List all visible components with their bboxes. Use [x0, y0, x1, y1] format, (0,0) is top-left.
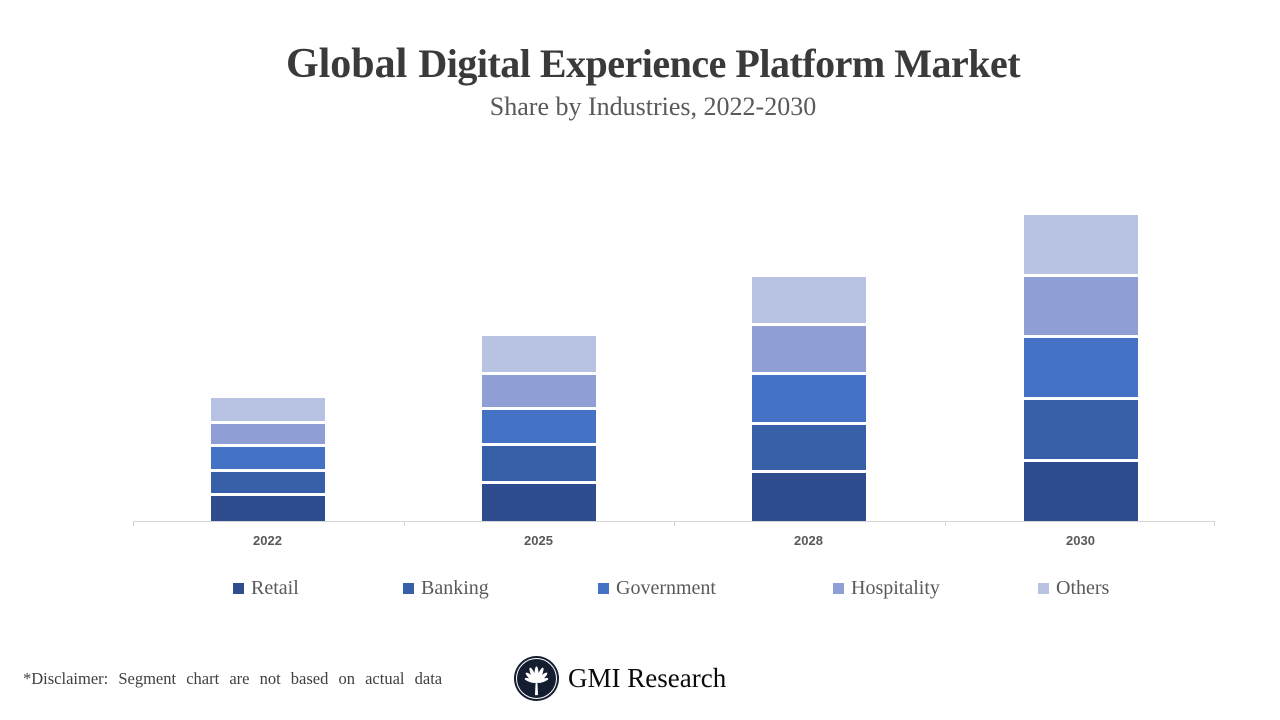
legend-label-banking: Banking: [421, 577, 489, 599]
segment-government-2022: [210, 447, 325, 469]
chart-header: Global Digital Experience Platform Market…: [13, 42, 1280, 122]
chart-legend: Retail Banking Government Hospitality Others: [0, 577, 1280, 603]
disclaimer-text: *Disclaimer: Segment chart are not based…: [23, 669, 443, 688]
segment-government-2028: [751, 375, 866, 422]
legend-item-banking: Banking: [403, 577, 489, 600]
segment-banking-2030: [1023, 400, 1138, 459]
title-prefix: Global: [285, 41, 408, 87]
page-subtitle: Share by Industries, 2022-2030: [489, 92, 817, 122]
page-title: Global Digital Experience Platform Market: [13, 42, 1280, 86]
legend-item-hospitality: Hospitality: [833, 577, 940, 600]
brand-name: GMI Research: [568, 663, 727, 693]
segment-retail-2030: [1023, 462, 1138, 521]
segment-others-2022: [210, 398, 325, 421]
legend-label-retail: Retail: [251, 577, 299, 599]
legend-swatch-retail: [233, 583, 244, 594]
bar-2030: [1023, 215, 1138, 521]
segment-hospitality-2025: [481, 375, 596, 407]
segment-hospitality-2028: [751, 326, 866, 372]
bar-2028: [751, 277, 866, 521]
segment-hospitality-2030: [1023, 277, 1138, 335]
x-axis-tick-3: [944, 521, 946, 526]
logo-ring: [516, 658, 557, 699]
category-label-2030: 2030: [1066, 533, 1095, 548]
legend-label-hospitality: Hospitality: [851, 577, 940, 599]
legend-swatch-banking: [403, 583, 414, 594]
legend-swatch-hospitality: [833, 583, 844, 594]
legend-label-government: Government: [616, 577, 716, 599]
segment-others-2025: [481, 336, 596, 372]
segment-banking-2028: [751, 425, 866, 470]
category-label-2022: 2022: [253, 533, 282, 548]
x-axis-tick-1: [403, 521, 405, 526]
segment-government-2030: [1023, 338, 1138, 397]
segment-retail-2028: [751, 473, 866, 521]
segment-hospitality-2022: [210, 424, 325, 444]
segment-banking-2025: [481, 446, 596, 481]
segment-banking-2022: [210, 472, 325, 493]
category-label-2028: 2028: [794, 533, 823, 548]
legend-item-others: Others: [1038, 577, 1109, 600]
category-label-2025: 2025: [524, 533, 553, 548]
segment-retail-2025: [481, 484, 596, 521]
segment-others-2028: [751, 277, 866, 323]
gmi-research-logo: [514, 656, 559, 701]
legend-item-government: Government: [598, 577, 716, 600]
x-axis-tick-2: [674, 521, 675, 526]
legend-swatch-others: [1038, 583, 1049, 594]
segment-others-2030: [1023, 215, 1138, 274]
title-rest: Digital Experience Platform Market: [418, 41, 1021, 86]
x-axis-tick-4: [1214, 521, 1215, 526]
segment-government-2025: [481, 410, 596, 443]
palm-fan-icon: [524, 666, 549, 696]
legend-label-others: Others: [1056, 577, 1110, 599]
legend-item-retail: Retail: [233, 577, 299, 600]
segment-retail-2022: [210, 496, 325, 521]
x-axis-tick-0: [133, 521, 134, 526]
bar-2022: [210, 398, 325, 521]
legend-swatch-government: [598, 583, 609, 594]
bar-2025: [481, 336, 596, 521]
